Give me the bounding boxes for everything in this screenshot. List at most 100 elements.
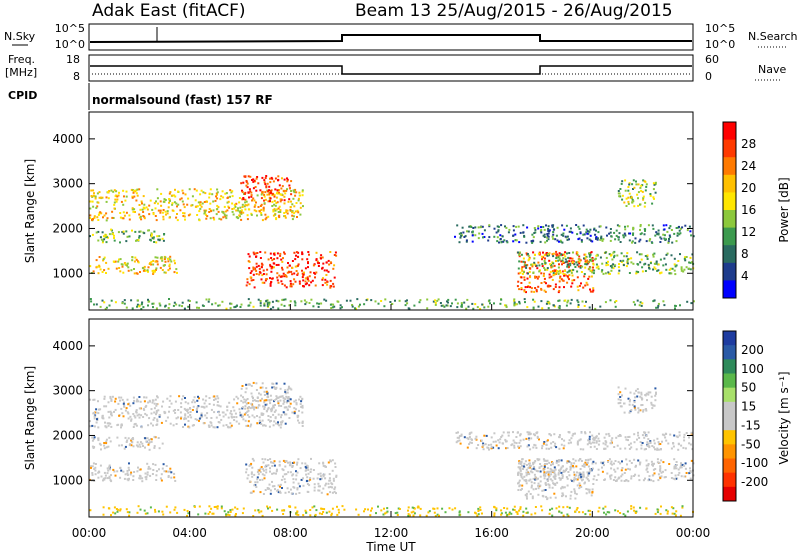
scatter-cell [625, 205, 628, 207]
ground-scatter-cell [604, 301, 607, 304]
scatter-cell [557, 256, 560, 259]
scatter-cell [188, 426, 191, 429]
scatter-cell [252, 397, 254, 399]
scatter-cell [690, 431, 693, 434]
scatter-cell [208, 193, 211, 196]
nave-tick-top: 60 [705, 53, 719, 66]
scatter-cell [649, 262, 652, 265]
scatter-cell [640, 258, 643, 261]
scatter-cell [245, 387, 248, 390]
ground-scatter-cell [175, 303, 178, 306]
scatter-cell [270, 281, 272, 284]
scatter-cell [284, 413, 286, 416]
scatter-cell [113, 410, 115, 413]
scatter-cell [225, 214, 228, 217]
scatter-cell [252, 459, 255, 462]
scatter-cell [485, 434, 488, 437]
scatter-cell [139, 230, 142, 233]
scatter-cell [260, 266, 263, 269]
scatter-cell [307, 262, 309, 265]
scatter-cell [651, 241, 654, 244]
scatter-cell [228, 401, 231, 404]
scatter-cell [628, 192, 631, 195]
scatter-cell [651, 407, 654, 410]
scatter-cell [235, 202, 238, 205]
scatter-cell [277, 281, 280, 284]
scatter-cell [282, 272, 285, 275]
scatter-cell [96, 205, 99, 208]
scatter-cell [135, 424, 138, 427]
scatter-cell [562, 262, 565, 264]
scatter-cell [688, 261, 691, 264]
scatter-cell [299, 467, 302, 470]
scatter-cell [176, 219, 179, 222]
scatter-cell [116, 195, 119, 198]
scatter-cell [224, 413, 227, 416]
scatter-cell [113, 234, 115, 237]
scatter-cell [566, 265, 569, 268]
ground-scatter-cell [605, 513, 608, 516]
scatter-cell [110, 399, 113, 402]
scatter-cell [282, 397, 285, 399]
scatter-cell [482, 444, 485, 446]
scatter-cell [543, 272, 545, 275]
scatter-cell [477, 226, 480, 229]
ground-scatter-cell [603, 511, 605, 514]
scatter-cell [126, 474, 129, 476]
ground-scatter-cell [318, 512, 321, 515]
ground-scatter-cell [513, 505, 516, 508]
scatter-cell [458, 439, 461, 442]
scatter-cell [209, 217, 212, 220]
ground-scatter-cell [181, 305, 183, 308]
scatter-cell [175, 216, 178, 219]
ground-scatter-cell [508, 511, 511, 514]
ground-scatter-cell [679, 304, 681, 307]
ground-scatter-cell [398, 299, 401, 302]
scatter-cell [109, 410, 112, 413]
scatter-cell [316, 260, 319, 263]
scatter-cell [240, 212, 243, 215]
scatter-cell [678, 229, 681, 232]
scatter-cell [249, 272, 252, 274]
scatter-cell [527, 254, 530, 257]
scatter-cell [205, 395, 208, 398]
scatter-cell [124, 445, 127, 448]
scatter-cell [566, 235, 569, 238]
scatter-cell [551, 463, 554, 466]
scatter-cell [269, 265, 272, 268]
ground-scatter-cell [187, 299, 190, 302]
ground-scatter-cell [568, 506, 571, 509]
scatter-cell [546, 268, 549, 271]
scatter-cell [307, 472, 310, 475]
scatter-cell [93, 446, 96, 448]
scatter-cell [568, 270, 571, 273]
scatter-cell [537, 459, 540, 462]
scatter-cell [543, 277, 546, 280]
scatter-cell [141, 480, 144, 483]
scatter-cell [213, 399, 215, 401]
scatter-cell [577, 225, 580, 228]
scatter-cell [298, 398, 301, 401]
scatter-cell [244, 407, 247, 410]
scatter-cell [186, 410, 189, 413]
ground-scatter-cell [147, 304, 149, 307]
scatter-cell [169, 395, 172, 398]
scatter-cell [549, 478, 552, 481]
scatter-cell [108, 466, 111, 469]
ground-scatter-cell [671, 512, 674, 515]
scatter-cell [280, 187, 283, 190]
scatter-cell [89, 425, 92, 428]
scatter-cell [601, 262, 604, 265]
ground-scatter-cell [488, 299, 491, 302]
scatter-cell [272, 413, 275, 416]
ground-scatter-cell [174, 506, 177, 509]
scatter-cell [548, 461, 551, 464]
scatter-cell [638, 253, 641, 256]
scatter-cell [285, 413, 288, 416]
scatter-cell [584, 463, 587, 466]
scatter-cell [92, 205, 95, 208]
ground-scatter-cell [305, 301, 308, 304]
ground-scatter-cell [282, 513, 285, 515]
scatter-cell [535, 469, 538, 472]
x-tick-label: 00:00 [72, 526, 107, 540]
